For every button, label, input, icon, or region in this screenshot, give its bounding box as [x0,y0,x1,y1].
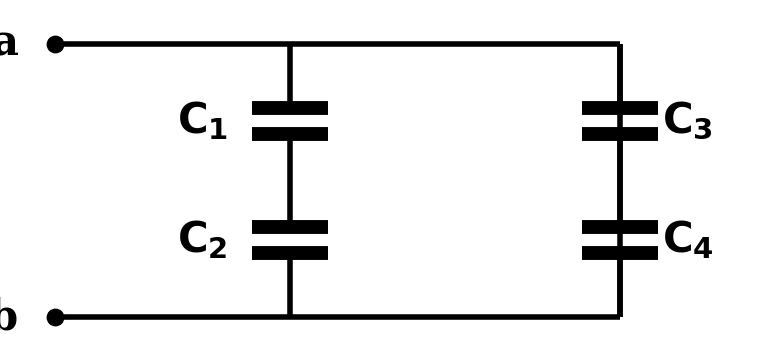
Point [49,41,61,47]
Text: b: b [0,296,18,338]
Text: $\mathbf{C_1}$: $\mathbf{C_1}$ [177,99,228,143]
Point [49,314,61,320]
Text: $\mathbf{C_3}$: $\mathbf{C_3}$ [662,100,713,142]
Text: a: a [0,23,18,65]
Text: $\mathbf{C_2}$: $\mathbf{C_2}$ [178,219,228,261]
Text: $\mathbf{C_4}$: $\mathbf{C_4}$ [662,219,714,261]
